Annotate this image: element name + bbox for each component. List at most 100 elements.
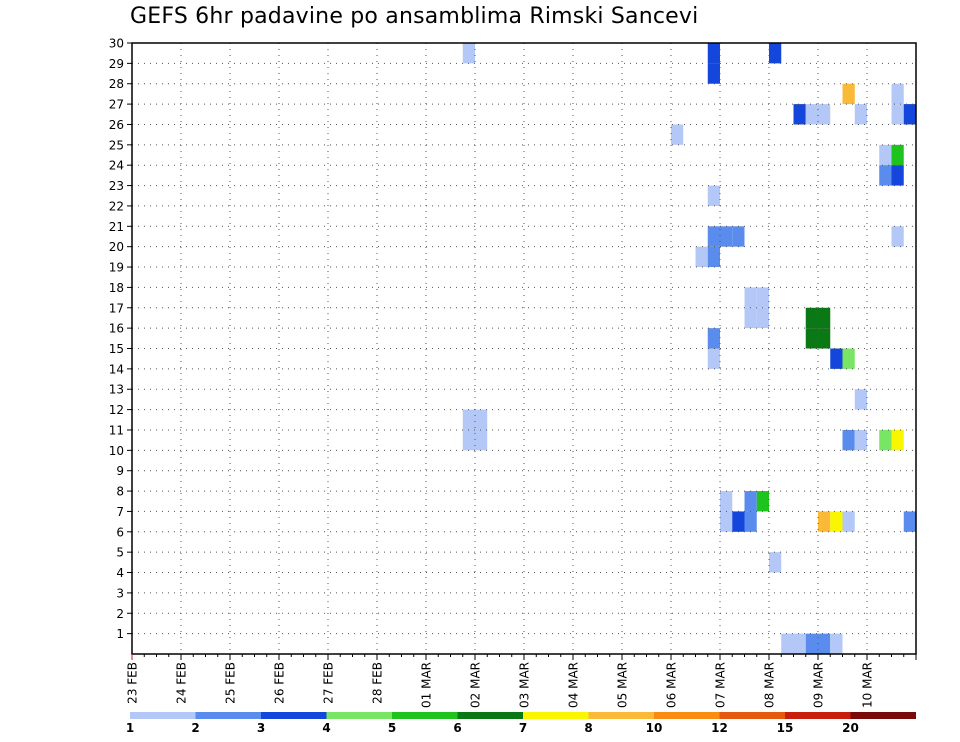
y-tick-label: 9 [116, 464, 124, 478]
x-tick-label: 01 MAR [420, 662, 434, 708]
heat-cell [903, 511, 916, 532]
heat-cell [805, 307, 818, 329]
colorbar-label: 7 [519, 721, 527, 735]
x-tick-label: 07 MAR [714, 662, 728, 708]
heat-cell [462, 429, 475, 451]
colorbar-segment [850, 712, 916, 719]
y-tick-label: 6 [116, 525, 124, 539]
y-tick-label: 16 [109, 322, 124, 336]
x-tick-label: 27 FEB [322, 662, 336, 704]
heat-cell [475, 429, 488, 451]
y-tick-label: 2 [116, 607, 124, 621]
y-tick-label: 30 [109, 37, 124, 51]
x-tick-label: 03 MAR [518, 662, 532, 708]
x-tick-label: 23 FEB [126, 662, 140, 704]
y-tick-label: 20 [109, 240, 124, 254]
x-tick-label: 09 MAR [812, 662, 826, 708]
heat-cell [879, 429, 892, 451]
heat-cell [707, 328, 720, 349]
heat-cell [842, 511, 855, 532]
colorbar-label: 20 [842, 721, 859, 735]
heat-cell [462, 43, 475, 64]
x-tick-label: 08 MAR [763, 662, 777, 708]
colorbar-label: 10 [646, 721, 663, 735]
heat-cell [793, 633, 806, 654]
heat-cell [830, 348, 843, 369]
colorbar-label: 4 [322, 721, 330, 735]
y-tick-label: 7 [116, 505, 124, 519]
colorbar-segment [326, 712, 392, 719]
colorbar-segment [457, 712, 523, 719]
y-tick-label: 12 [109, 403, 124, 417]
x-tick-label: 28 FEB [371, 662, 385, 704]
heat-cell [818, 511, 831, 532]
colorbar-label: 2 [191, 721, 199, 735]
heat-cell [744, 511, 757, 532]
x-tick-label: 25 FEB [224, 662, 238, 704]
heat-cell [891, 429, 904, 451]
y-tick-label: 22 [109, 199, 124, 213]
heat-cell [769, 43, 782, 64]
x-tick-label: 02 MAR [469, 662, 483, 708]
heat-cell [756, 287, 769, 308]
y-tick-label: 25 [109, 138, 124, 152]
heat-cell [707, 246, 720, 268]
colorbar-label: 1 [126, 721, 134, 735]
x-tick-label: 06 MAR [665, 662, 679, 708]
x-tick-label: 04 MAR [567, 662, 581, 708]
heat-cell [891, 226, 904, 247]
heat-cell [744, 491, 757, 512]
y-tick-label: 24 [109, 159, 124, 173]
y-tick-label: 4 [116, 566, 124, 580]
colorbar-segment [261, 712, 327, 719]
heat-cell [891, 83, 904, 105]
heat-cell [793, 104, 806, 125]
heat-cell [805, 328, 818, 349]
heat-cell [891, 144, 904, 166]
y-tick-label: 23 [109, 179, 124, 193]
colorbar-label: 3 [257, 721, 265, 735]
heat-cell [854, 389, 867, 410]
heat-cell [707, 185, 720, 206]
heat-cell [732, 226, 745, 247]
heat-cell [903, 104, 916, 125]
colorbar-label: 6 [453, 721, 461, 735]
heat-cell [475, 409, 488, 430]
heat-cell [891, 165, 904, 186]
y-tick-label: 15 [109, 342, 124, 356]
heat-cell [891, 104, 904, 125]
y-tick-label: 8 [116, 485, 124, 499]
x-tick-label: 26 FEB [273, 662, 287, 704]
heat-cell [744, 307, 757, 329]
heat-cell [818, 307, 831, 329]
heat-cell [462, 409, 475, 430]
colorbar-label: 8 [584, 721, 592, 735]
y-tick-label: 13 [109, 383, 124, 397]
colorbar-segment [719, 712, 785, 719]
heat-cell [842, 83, 855, 105]
heat-cell [769, 552, 782, 573]
heat-cell [805, 633, 818, 654]
y-tick-label: 17 [109, 301, 124, 315]
heat-cell [818, 633, 831, 654]
heat-cell [830, 511, 843, 532]
colorbar-segment [654, 712, 720, 719]
heat-cell [879, 165, 892, 186]
heat-cell [854, 429, 867, 451]
heat-cell [671, 124, 684, 145]
heat-cell [854, 104, 867, 125]
y-tick-label: 19 [109, 261, 124, 275]
heat-cell [707, 43, 720, 64]
heat-cell [707, 63, 720, 84]
y-tick-label: 27 [109, 98, 124, 112]
heat-cell [720, 226, 733, 247]
heat-cell [732, 511, 745, 532]
y-tick-label: 18 [109, 281, 124, 295]
heat-cell [818, 104, 831, 125]
heat-cell [879, 144, 892, 166]
y-tick-label: 11 [109, 423, 124, 437]
heat-cell [842, 348, 855, 369]
y-tick-label: 26 [109, 118, 124, 132]
heat-cell [756, 491, 769, 512]
y-tick-label: 3 [116, 586, 124, 600]
